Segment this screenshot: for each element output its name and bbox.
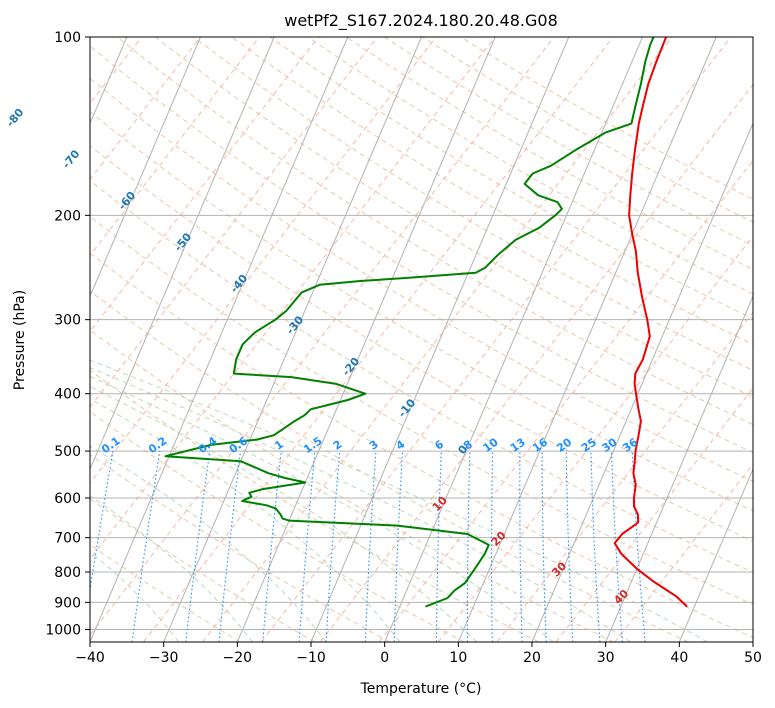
mixing-ratio-line — [218, 451, 242, 642]
chart-title: wetPf2_S167.2024.180.20.48.G08 — [284, 11, 558, 31]
y-tick-label: 200 — [54, 208, 81, 224]
isotherm-line — [384, 37, 643, 642]
dry-adiabat — [90, 498, 315, 642]
dry-adiabat — [155, 37, 753, 398]
thermal-guide-line — [260, 37, 732, 642]
grid-layer — [90, 37, 753, 642]
dry-adiabat — [90, 453, 390, 642]
thermal-guide-line — [90, 37, 378, 408]
y-tick-label: 900 — [54, 595, 81, 611]
isotherm-line — [531, 122, 753, 642]
thermal-guide-line — [143, 37, 614, 642]
y-axis-title: Pressure (hPa) — [12, 290, 28, 390]
isotherm-line — [457, 37, 717, 642]
temperature-profile-line — [613, 37, 688, 608]
isotherm-line — [310, 37, 570, 642]
dewpoint-profile-line — [164, 37, 655, 608]
x-tick-label: 0 — [380, 650, 389, 666]
y-tick-label: 800 — [54, 565, 81, 581]
dry-adiabat — [269, 37, 753, 320]
plot-frame — [89, 36, 754, 643]
x-tick-label: −30 — [149, 650, 179, 666]
thermal-guide-line — [378, 159, 753, 642]
x-tick-label: −40 — [75, 650, 105, 666]
dry-adiabat — [90, 179, 753, 573]
dry-adiabat — [90, 290, 689, 642]
y-tick-label: 1000 — [45, 622, 81, 638]
mixing-ratio-line — [131, 451, 161, 642]
dry-adiabat — [90, 329, 614, 642]
dry-adiabat — [90, 45, 753, 454]
dry-adiabat — [117, 37, 753, 426]
x-tick-label: −10 — [296, 650, 326, 666]
dry-adiabat — [422, 37, 753, 223]
dry-adiabat — [193, 37, 753, 371]
y-tick-label: 700 — [54, 531, 81, 547]
x-tick-label: 20 — [523, 650, 541, 666]
x-tick-label: −20 — [223, 650, 253, 666]
y-tick-label: 600 — [54, 491, 81, 507]
moist-adiabat — [90, 367, 631, 642]
x-tick-label: 40 — [670, 650, 688, 666]
dry-adiabat — [384, 37, 753, 247]
dry-adiabat — [307, 37, 753, 295]
y-tick-label: 300 — [54, 313, 81, 329]
isotherm-line — [678, 467, 753, 642]
isotherm-line — [605, 295, 753, 642]
thermal-guide-line — [319, 83, 753, 642]
x-axis-ticks: −40 −30 −20 −10 0 10 20 30 40 50 — [75, 642, 762, 666]
isotherm-line — [90, 37, 201, 298]
isotherm-line — [236, 37, 496, 642]
isotherm-line — [90, 37, 349, 642]
mixing-ratio-line — [90, 451, 114, 594]
thermal-guide-line — [614, 463, 753, 642]
thermal-guide-line — [90, 37, 555, 636]
x-axis-title: Temperature (°C) — [360, 681, 482, 697]
mixing-ratio-line — [185, 451, 211, 642]
x-tick-label: 50 — [744, 650, 762, 666]
y-axis-ticks: 100 200 300 400 500 600 700 800 900 1000 — [45, 30, 90, 638]
x-tick-label: 10 — [449, 650, 467, 666]
x-tick-label: 30 — [597, 650, 615, 666]
thermal-guide-line — [437, 235, 753, 642]
thermal-guide-line — [90, 37, 437, 484]
isotherm-line — [90, 37, 275, 471]
moist-adiabat — [90, 386, 478, 642]
isotherm-line — [163, 37, 422, 642]
thermal-guide-line — [555, 387, 753, 642]
y-tick-label: 400 — [54, 387, 81, 403]
y-tick-label: 100 — [54, 30, 81, 46]
series-layer — [164, 37, 688, 608]
dry-adiabat — [90, 252, 753, 639]
thermal-guide-line — [90, 37, 496, 560]
y-tick-label: 500 — [54, 444, 81, 460]
dry-adiabat — [90, 215, 753, 606]
moist-adiabat — [90, 359, 708, 642]
